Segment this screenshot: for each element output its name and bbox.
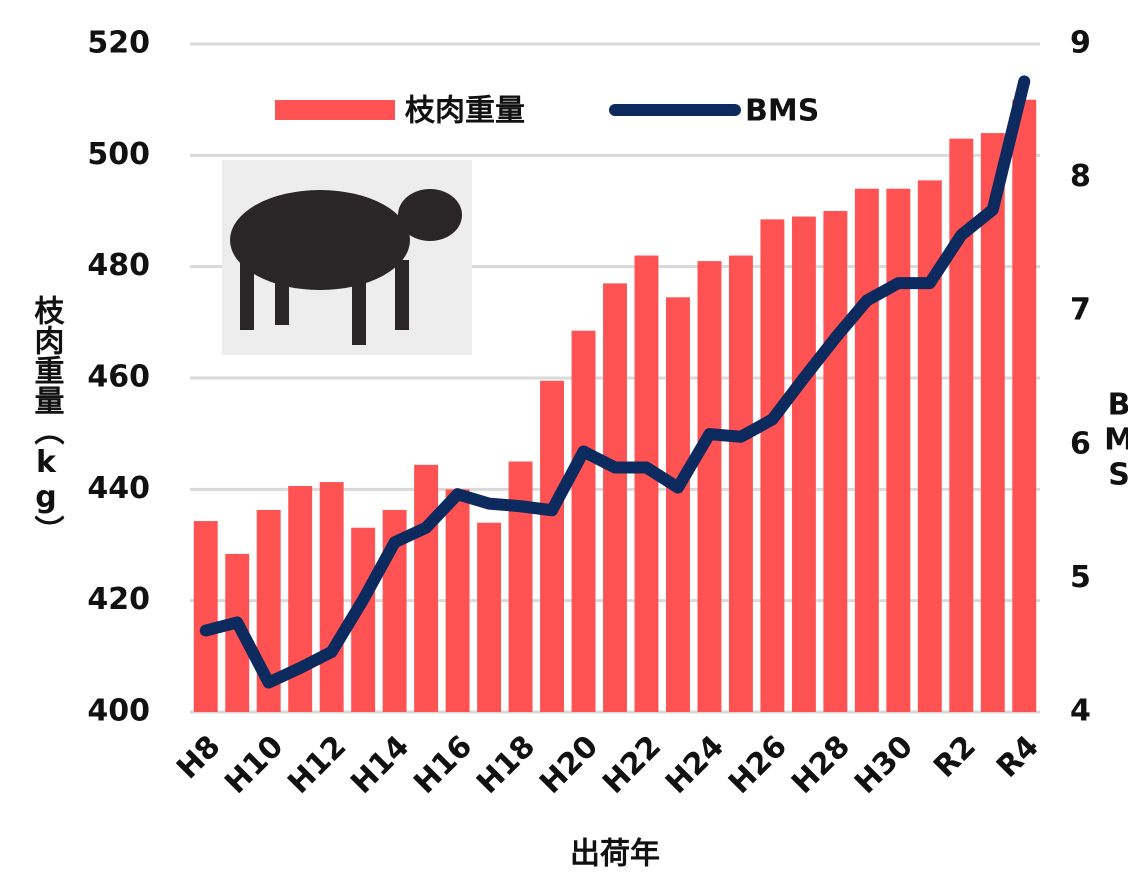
x-tick-label: H22 <box>596 729 668 801</box>
bar <box>791 216 816 713</box>
bar <box>666 297 690 712</box>
y-tick-label: 400 <box>87 694 150 729</box>
bar <box>477 522 502 712</box>
bar <box>351 527 376 712</box>
cow-photo <box>222 160 472 355</box>
y-axis-title: 枝肉重量（kg） <box>29 295 65 545</box>
y-tick-label: 440 <box>87 471 150 506</box>
bar <box>508 461 533 712</box>
x-tick-label: H18 <box>470 729 542 801</box>
x-tick-label: H16 <box>407 729 479 801</box>
bar <box>634 255 659 713</box>
x-tick-label: H30 <box>848 729 920 801</box>
bar <box>193 521 218 712</box>
bar <box>571 330 596 712</box>
y2-tick-label: 4 <box>1070 694 1091 729</box>
bar <box>603 283 627 712</box>
bar <box>886 188 911 712</box>
x-tick-label: H24 <box>659 729 731 801</box>
x-tick-label: H10 <box>218 729 290 801</box>
x-tick-label: H12 <box>281 729 353 801</box>
x-tick-label: H14 <box>344 729 416 801</box>
bar <box>980 133 1005 713</box>
y-tick-label: 460 <box>87 360 150 395</box>
bar <box>760 219 785 712</box>
y-tick-label: 420 <box>87 582 150 617</box>
y2-tick-label: 9 <box>1070 26 1091 61</box>
bar <box>728 255 753 713</box>
bar <box>949 138 974 713</box>
y2-tick-label: 5 <box>1070 560 1091 595</box>
bar <box>697 261 722 712</box>
x-tick-label: H26 <box>722 729 794 801</box>
line <box>199 75 1031 689</box>
bar <box>445 489 470 712</box>
legend-label: 枝肉重量 <box>405 94 525 129</box>
x-axis-title: 出荷年 <box>570 837 660 872</box>
bar <box>288 485 313 712</box>
bar <box>1012 99 1037 712</box>
legend-swatch <box>275 100 395 120</box>
y-tick-label: 500 <box>87 137 150 172</box>
y2-tick-label: 7 <box>1070 293 1091 328</box>
y-tick-label: 480 <box>87 248 150 283</box>
y2-axis-title: BMS <box>1102 388 1128 493</box>
bar <box>823 211 848 712</box>
bar <box>917 180 942 713</box>
y2-tick-label: 6 <box>1070 426 1091 461</box>
bar <box>319 482 344 712</box>
legend-label: BMS <box>745 94 819 129</box>
y-tick-label: 520 <box>87 26 150 61</box>
x-tick-label: R2 <box>927 729 983 785</box>
bar <box>414 464 439 712</box>
y2-tick-label: 8 <box>1070 159 1091 194</box>
x-tick-label: R4 <box>990 729 1046 785</box>
x-tick-label: H28 <box>785 729 857 801</box>
bar <box>540 380 564 712</box>
bar <box>854 188 879 712</box>
x-tick-label: H20 <box>533 729 605 801</box>
